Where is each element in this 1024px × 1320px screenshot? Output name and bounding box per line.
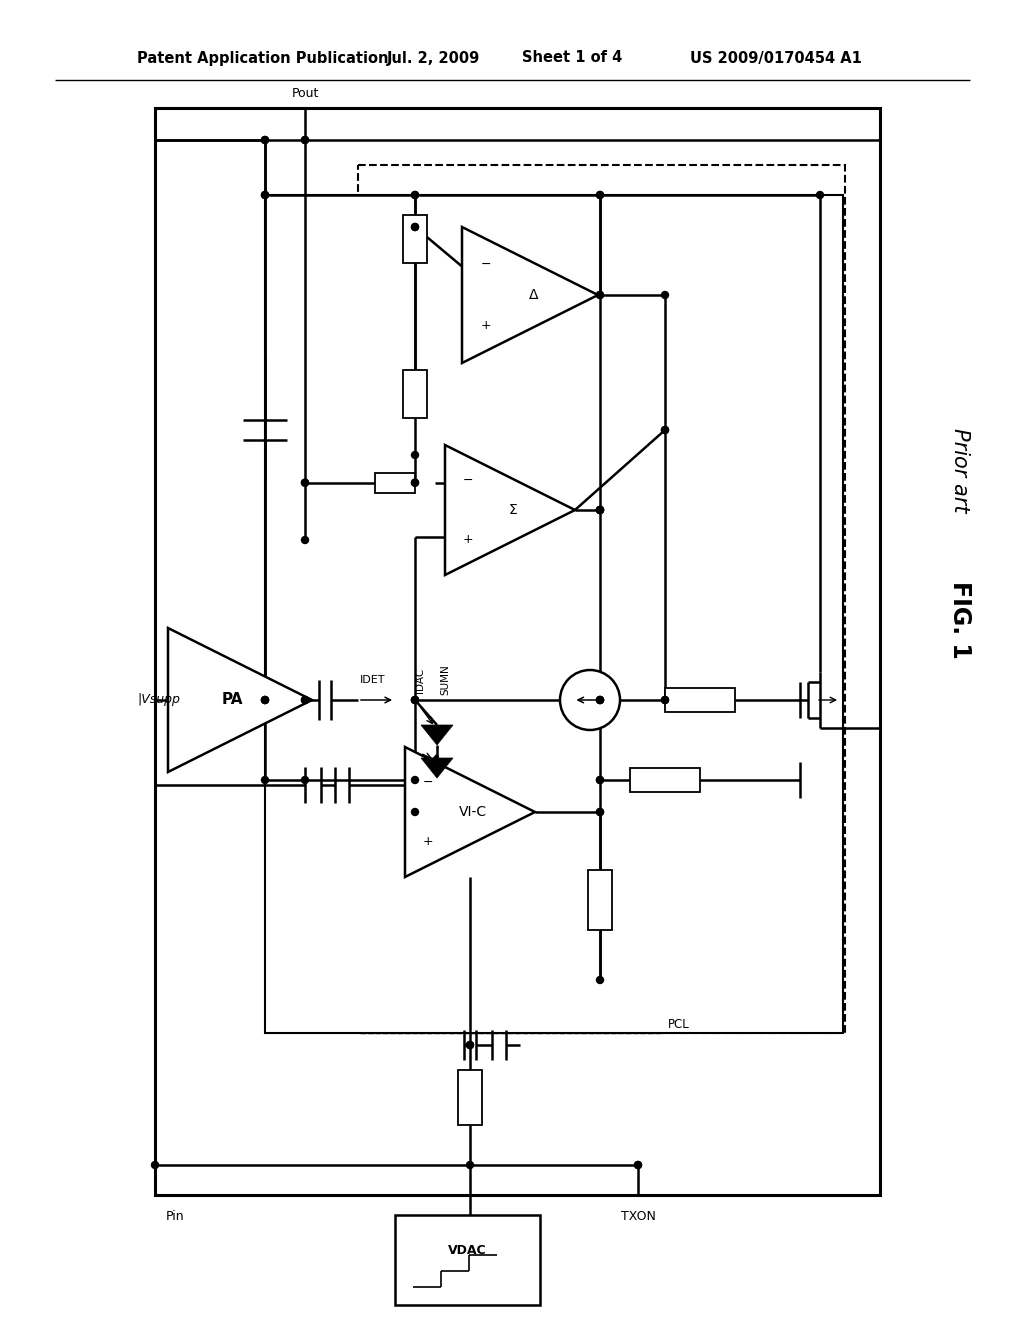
Circle shape xyxy=(412,479,419,486)
Circle shape xyxy=(597,808,603,816)
Text: Sheet 1 of 4: Sheet 1 of 4 xyxy=(522,50,623,66)
Text: Prior art: Prior art xyxy=(950,428,970,512)
Text: +: + xyxy=(480,319,492,333)
Circle shape xyxy=(597,507,603,513)
Circle shape xyxy=(597,776,603,784)
Bar xyxy=(358,165,845,1034)
Circle shape xyxy=(412,223,419,231)
Text: US 2009/0170454 A1: US 2009/0170454 A1 xyxy=(690,50,862,66)
Circle shape xyxy=(412,776,419,784)
Circle shape xyxy=(152,1162,159,1168)
Bar xyxy=(588,870,612,931)
Circle shape xyxy=(597,776,603,784)
Bar xyxy=(665,688,735,711)
Circle shape xyxy=(597,697,603,704)
Bar xyxy=(395,1214,540,1305)
Circle shape xyxy=(261,191,268,198)
Circle shape xyxy=(597,292,603,298)
Circle shape xyxy=(412,191,419,198)
Circle shape xyxy=(301,697,308,704)
Circle shape xyxy=(597,292,603,298)
Circle shape xyxy=(597,507,603,513)
Circle shape xyxy=(301,776,308,784)
Circle shape xyxy=(467,1041,473,1048)
Circle shape xyxy=(597,507,603,513)
Circle shape xyxy=(597,191,603,198)
Text: VI-C: VI-C xyxy=(459,805,487,818)
Circle shape xyxy=(412,808,419,816)
Circle shape xyxy=(816,191,823,198)
Circle shape xyxy=(412,223,419,231)
Polygon shape xyxy=(445,445,575,576)
Text: −: − xyxy=(463,474,473,487)
Circle shape xyxy=(412,697,419,704)
Text: |Vsupp: |Vsupp xyxy=(137,693,180,706)
Bar xyxy=(458,1071,482,1125)
Polygon shape xyxy=(421,758,453,777)
Text: TXON: TXON xyxy=(621,1210,655,1224)
Polygon shape xyxy=(421,725,453,744)
Polygon shape xyxy=(462,227,598,363)
Text: −: − xyxy=(423,776,433,789)
Circle shape xyxy=(662,426,669,433)
Text: +: + xyxy=(423,834,433,847)
Circle shape xyxy=(635,1162,641,1168)
Text: PCL: PCL xyxy=(668,1019,690,1031)
Text: +: + xyxy=(463,533,473,545)
Circle shape xyxy=(412,697,419,704)
Text: IDAC: IDAC xyxy=(415,668,425,693)
Circle shape xyxy=(301,479,308,486)
Bar xyxy=(265,195,843,1034)
Circle shape xyxy=(597,808,603,816)
Circle shape xyxy=(597,697,603,704)
Circle shape xyxy=(301,536,308,544)
Text: IDET: IDET xyxy=(360,675,385,685)
Text: FIG. 1: FIG. 1 xyxy=(948,581,972,659)
Circle shape xyxy=(412,451,419,458)
Circle shape xyxy=(662,697,669,704)
Circle shape xyxy=(301,136,308,144)
Circle shape xyxy=(412,479,419,486)
Circle shape xyxy=(597,507,603,513)
Circle shape xyxy=(662,697,669,704)
Circle shape xyxy=(301,136,308,144)
Circle shape xyxy=(635,1162,641,1168)
Bar xyxy=(403,215,427,263)
Polygon shape xyxy=(168,628,312,772)
Text: Jul. 2, 2009: Jul. 2, 2009 xyxy=(387,50,480,66)
Circle shape xyxy=(261,191,268,198)
Circle shape xyxy=(301,479,308,486)
Circle shape xyxy=(412,191,419,198)
Circle shape xyxy=(560,671,620,730)
Circle shape xyxy=(467,1041,473,1048)
Text: Patent Application Publication: Patent Application Publication xyxy=(137,50,388,66)
Text: VDAC: VDAC xyxy=(447,1243,486,1257)
Bar xyxy=(403,370,427,418)
Circle shape xyxy=(261,136,268,144)
Circle shape xyxy=(301,697,308,704)
Circle shape xyxy=(261,697,268,704)
Text: −: − xyxy=(480,257,492,271)
Bar xyxy=(375,473,415,492)
Text: Σ: Σ xyxy=(509,503,517,517)
Circle shape xyxy=(597,977,603,983)
Polygon shape xyxy=(406,747,535,876)
Circle shape xyxy=(597,697,603,704)
Circle shape xyxy=(467,1162,473,1168)
Bar xyxy=(630,768,700,792)
Circle shape xyxy=(261,697,268,704)
Circle shape xyxy=(597,191,603,198)
Circle shape xyxy=(412,697,419,704)
Circle shape xyxy=(261,136,268,144)
Bar xyxy=(155,108,880,1195)
Circle shape xyxy=(261,697,268,704)
Circle shape xyxy=(662,426,669,433)
Circle shape xyxy=(261,776,268,784)
Circle shape xyxy=(662,292,669,298)
Text: Δ: Δ xyxy=(528,288,539,302)
Text: SUMN: SUMN xyxy=(440,665,450,696)
Text: PA: PA xyxy=(221,693,243,708)
Text: Pin: Pin xyxy=(166,1210,184,1224)
Text: Pout: Pout xyxy=(291,87,318,100)
